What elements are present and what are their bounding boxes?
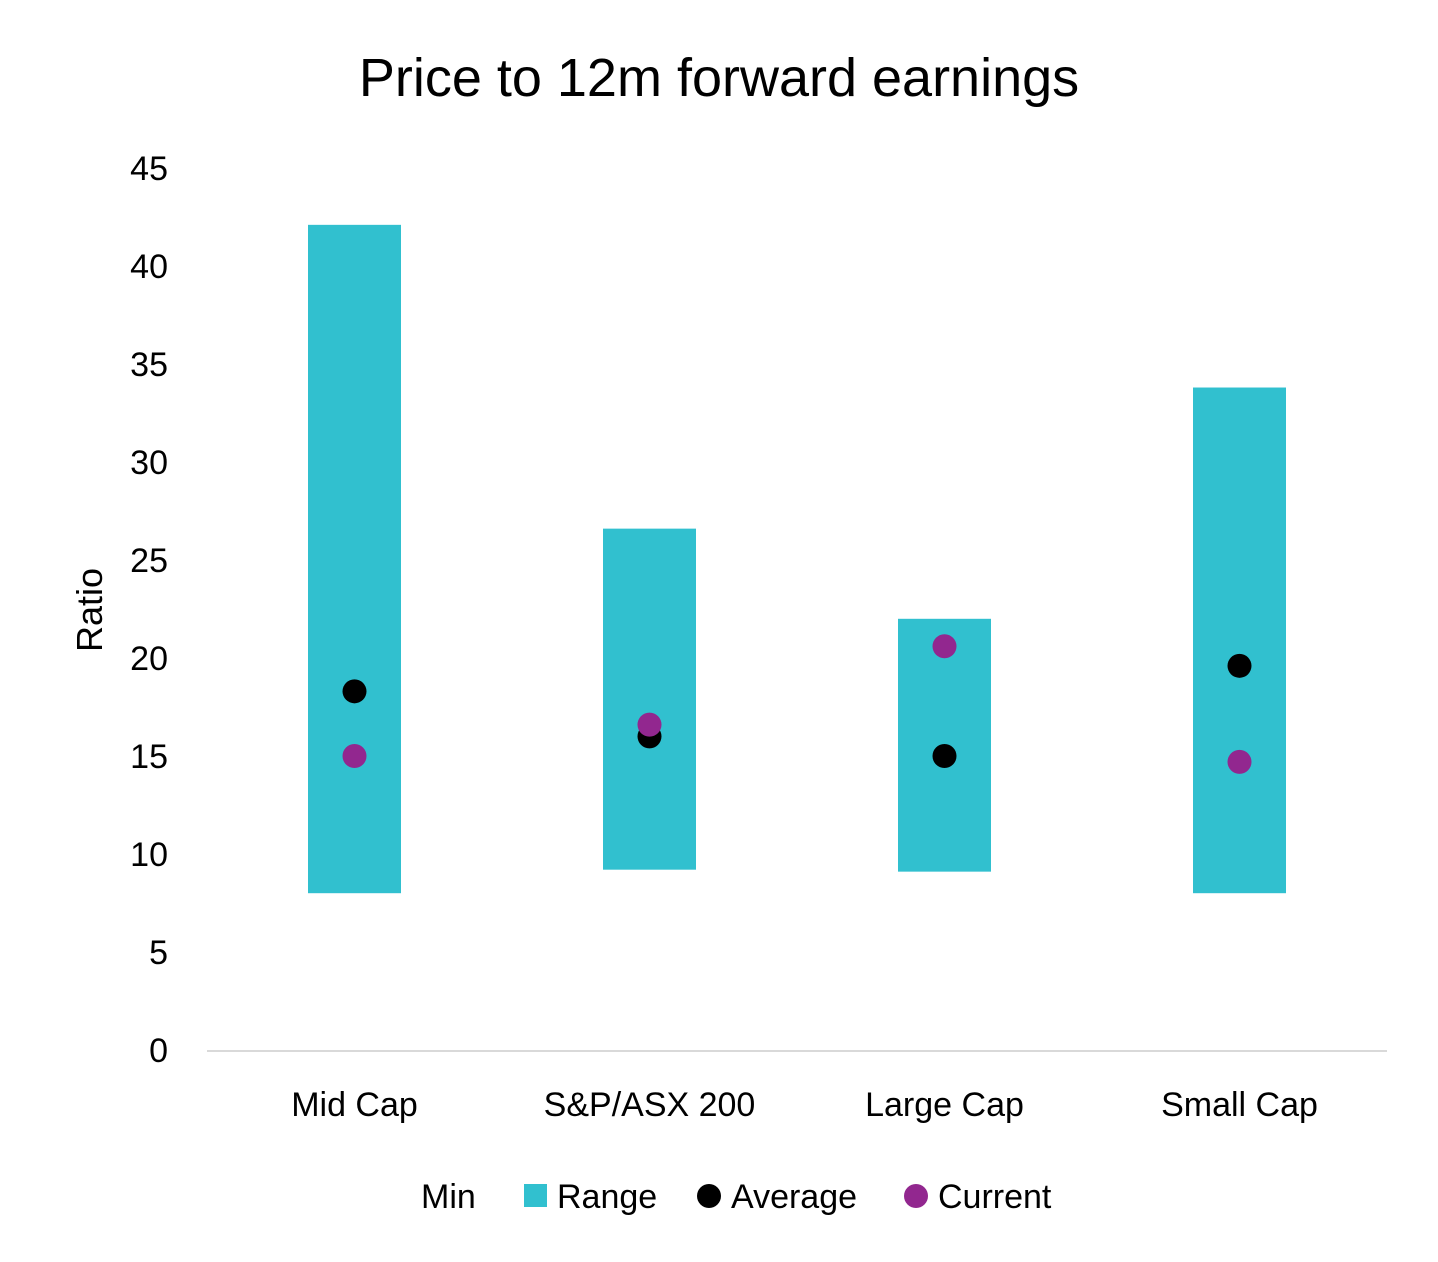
legend-range-swatch	[524, 1184, 547, 1207]
y-tick-label: 15	[130, 738, 168, 776]
chart-title: Price to 12m forward earnings	[359, 48, 1079, 108]
y-tick-label: 35	[130, 346, 168, 384]
y-tick-label: 10	[130, 836, 168, 874]
current-marker	[637, 712, 662, 737]
legend-current-marker	[904, 1184, 928, 1208]
y-tick-label: 25	[130, 542, 168, 580]
range-bar	[308, 224, 401, 894]
current-marker	[932, 634, 957, 659]
average-marker	[342, 679, 367, 704]
y-tick-label: 45	[130, 150, 168, 188]
legend-label-current: Current	[938, 1178, 1052, 1216]
legend-label-range: Range	[557, 1178, 657, 1216]
y-tick-label: 5	[149, 934, 168, 972]
y-tick-label: 0	[149, 1032, 168, 1070]
range-bar	[1193, 387, 1286, 894]
legend-average-marker	[697, 1184, 721, 1208]
current-marker	[1227, 749, 1252, 774]
y-axis-label: Ratio	[69, 568, 110, 652]
range-bar	[603, 528, 696, 870]
average-marker	[1227, 653, 1252, 678]
x-tick-label: Small Cap	[1161, 1086, 1318, 1124]
y-tick-label: 40	[130, 248, 168, 286]
y-tick-label: 30	[130, 444, 168, 482]
legend-label-min: Min	[421, 1178, 476, 1216]
x-tick-label: Large Cap	[865, 1086, 1024, 1124]
x-tick-label: Mid Cap	[291, 1086, 418, 1124]
current-marker	[342, 744, 367, 768]
legend-label-average: Average	[731, 1178, 857, 1216]
average-marker	[932, 744, 957, 768]
x-tick-label: S&P/ASX 200	[544, 1086, 756, 1124]
y-tick-label: 20	[130, 640, 168, 678]
